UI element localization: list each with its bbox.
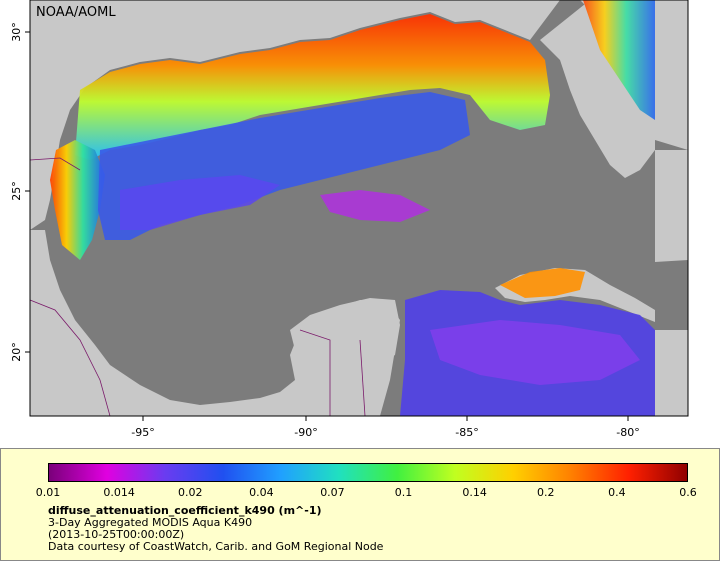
map-border xyxy=(29,0,689,417)
data-courtesy: Data courtesy of CoastWatch, Carib. and … xyxy=(48,540,384,553)
colorbar-tick-label: 0.4 xyxy=(608,486,626,499)
variable-name: diffuse_attenuation_coefficient_k490 (m^… xyxy=(48,504,322,517)
x-tick-label: -80° xyxy=(616,426,639,439)
y-tick-label: 20° xyxy=(10,342,23,362)
time-stamp: (2013-10-25T00:00:00Z) xyxy=(48,528,185,541)
x-tick-label: -90° xyxy=(294,426,317,439)
boundary-lines xyxy=(29,157,366,417)
colorbar-tick-label: 0.1 xyxy=(394,486,413,499)
y-axis xyxy=(25,31,30,353)
colorbar-tick-label: 0.01 xyxy=(35,486,61,499)
colorbar-tick-label: 0.07 xyxy=(320,486,345,499)
colorbar-tick-label: 0.6 xyxy=(679,486,697,499)
k490-field xyxy=(50,0,655,416)
colorbar-tick-label: 0.04 xyxy=(249,486,274,499)
colorbar-tick-label: 0.014 xyxy=(103,486,135,499)
x-tick-label: -85° xyxy=(455,426,478,439)
dataset-name: 3-Day Aggregated MODIS Aqua K490 xyxy=(48,516,253,529)
y-tick-label: 25° xyxy=(10,181,23,201)
colorbar-tick-label: 0.02 xyxy=(177,486,203,499)
colorbar xyxy=(48,463,688,482)
y-tick-label: 30° xyxy=(10,22,23,42)
legend-text: diffuse_attenuation_coefficient_k490 (m^… xyxy=(48,505,383,553)
colorbar-tick-label: 0.2 xyxy=(537,486,555,499)
x-tick-label: -95° xyxy=(131,426,154,439)
colorbar-tick-label: 0.14 xyxy=(462,486,487,499)
x-axis xyxy=(142,416,629,421)
noaa-credit: NOAA/AOML xyxy=(36,5,116,20)
